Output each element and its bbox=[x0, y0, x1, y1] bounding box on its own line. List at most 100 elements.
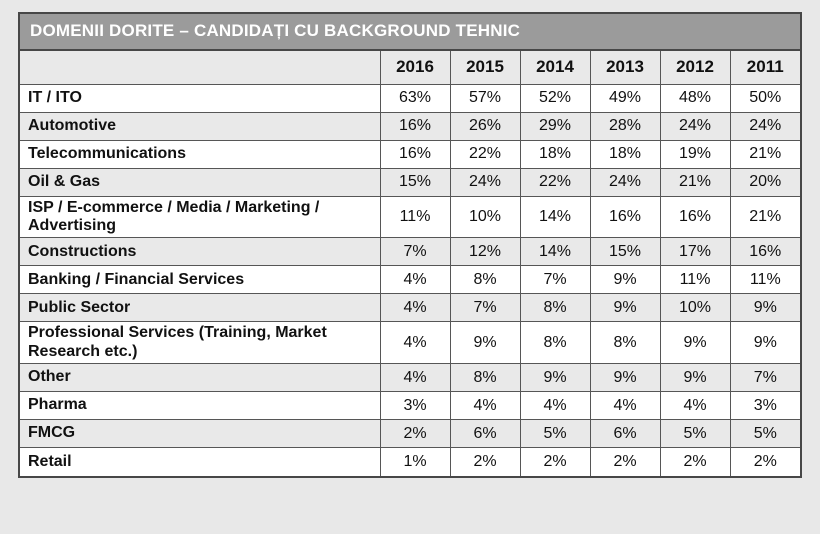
value-cell: 4% bbox=[519, 391, 591, 421]
row-label: Pharma bbox=[20, 391, 381, 421]
value-cell: 9% bbox=[729, 321, 800, 365]
value-cell: 9% bbox=[659, 363, 731, 393]
value-cell: 2% bbox=[659, 447, 731, 476]
candidates-domains-table: DOMENII DORITE – CANDIDAȚI CU BACKGROUND… bbox=[18, 12, 802, 478]
value-cell: 21% bbox=[729, 139, 800, 169]
value-cell: 16% bbox=[659, 195, 731, 239]
value-cell: 6% bbox=[589, 419, 661, 449]
value-cell: 9% bbox=[729, 293, 800, 323]
table-row: Retail 1% 2% 2% 2% 2% 2% bbox=[20, 447, 800, 476]
value-cell: 48% bbox=[659, 83, 731, 113]
row-label: FMCG bbox=[20, 419, 381, 449]
value-cell: 6% bbox=[449, 419, 521, 449]
row-label: Automotive bbox=[20, 111, 381, 141]
value-cell: 2% bbox=[449, 447, 521, 476]
value-cell: 15% bbox=[379, 167, 451, 197]
table-row: Other 4% 8% 9% 9% 9% 7% bbox=[20, 363, 800, 393]
value-cell: 4% bbox=[589, 391, 661, 421]
value-cell: 2% bbox=[519, 447, 591, 476]
value-cell: 16% bbox=[729, 237, 800, 267]
row-label: Oil & Gas bbox=[20, 167, 381, 197]
value-cell: 29% bbox=[519, 111, 591, 141]
value-cell: 16% bbox=[379, 111, 451, 141]
value-cell: 7% bbox=[449, 293, 521, 323]
year-header-2014: 2014 bbox=[519, 51, 591, 85]
row-label: Other bbox=[20, 363, 381, 393]
value-cell: 7% bbox=[379, 237, 451, 267]
row-label: ISP / E-commerce / Media / Marketing / A… bbox=[20, 195, 381, 239]
value-cell: 4% bbox=[379, 321, 451, 365]
value-cell: 8% bbox=[449, 265, 521, 295]
value-cell: 24% bbox=[729, 111, 800, 141]
row-label: Professional Services (Training, Market … bbox=[20, 321, 381, 365]
value-cell: 1% bbox=[379, 447, 451, 476]
value-cell: 8% bbox=[519, 293, 591, 323]
value-cell: 52% bbox=[519, 83, 591, 113]
row-label: IT / ITO bbox=[20, 83, 381, 113]
value-cell: 24% bbox=[589, 167, 661, 197]
header-row: 2016 2015 2014 2013 2012 2011 bbox=[20, 51, 800, 85]
value-cell: 5% bbox=[729, 419, 800, 449]
value-cell: 10% bbox=[659, 293, 731, 323]
value-cell: 5% bbox=[659, 419, 731, 449]
value-cell: 20% bbox=[729, 167, 800, 197]
value-cell: 9% bbox=[659, 321, 731, 365]
value-cell: 2% bbox=[379, 419, 451, 449]
value-cell: 12% bbox=[449, 237, 521, 267]
value-cell: 14% bbox=[519, 237, 591, 267]
value-cell: 18% bbox=[589, 139, 661, 169]
table-body: IT / ITO 63% 57% 52% 49% 48% 50% Automotive 16% 2… bbox=[20, 83, 800, 476]
row-label: Retail bbox=[20, 447, 381, 476]
value-cell: 4% bbox=[659, 391, 731, 421]
value-cell: 2% bbox=[589, 447, 661, 476]
table-row: ISP / E-commerce / Media / Marketing / A… bbox=[20, 195, 800, 239]
value-cell: 11% bbox=[659, 265, 731, 295]
data-table: 2016 2015 2014 2013 2012 2011 IT / ITO 63… bbox=[20, 51, 800, 476]
value-cell: 8% bbox=[519, 321, 591, 365]
year-header-2015: 2015 bbox=[449, 51, 521, 85]
value-cell: 21% bbox=[659, 167, 731, 197]
value-cell: 9% bbox=[589, 265, 661, 295]
value-cell: 63% bbox=[379, 83, 451, 113]
value-cell: 18% bbox=[519, 139, 591, 169]
table-row: Banking / Financial Services 4% 8% 7% 9% 11% 1… bbox=[20, 265, 800, 295]
value-cell: 26% bbox=[449, 111, 521, 141]
value-cell: 11% bbox=[379, 195, 451, 239]
value-cell: 11% bbox=[729, 265, 800, 295]
value-cell: 50% bbox=[729, 83, 800, 113]
value-cell: 16% bbox=[379, 139, 451, 169]
value-cell: 17% bbox=[659, 237, 731, 267]
table-row: IT / ITO 63% 57% 52% 49% 48% 50% bbox=[20, 83, 800, 113]
value-cell: 15% bbox=[589, 237, 661, 267]
value-cell: 3% bbox=[379, 391, 451, 421]
value-cell: 49% bbox=[589, 83, 661, 113]
value-cell: 21% bbox=[729, 195, 800, 239]
value-cell: 24% bbox=[449, 167, 521, 197]
table-row: Automotive 16% 26% 29% 28% 24% 24% bbox=[20, 111, 800, 141]
table-row: Telecommunications 16% 22% 18% 18% 19% 21% bbox=[20, 139, 800, 169]
value-cell: 10% bbox=[449, 195, 521, 239]
row-label: Constructions bbox=[20, 237, 381, 267]
value-cell: 57% bbox=[449, 83, 521, 113]
table-row: Constructions 7% 12% 14% 15% 17% 16% bbox=[20, 237, 800, 267]
value-cell: 5% bbox=[519, 419, 591, 449]
value-cell: 24% bbox=[659, 111, 731, 141]
table-row: Pharma 3% 4% 4% 4% 4% 3% bbox=[20, 391, 800, 421]
value-cell: 9% bbox=[589, 363, 661, 393]
value-cell: 4% bbox=[379, 363, 451, 393]
value-cell: 3% bbox=[729, 391, 800, 421]
year-header-2013: 2013 bbox=[589, 51, 661, 85]
value-cell: 22% bbox=[449, 139, 521, 169]
value-cell: 7% bbox=[729, 363, 800, 393]
table-row: FMCG 2% 6% 5% 6% 5% 5% bbox=[20, 419, 800, 449]
year-header-2011: 2011 bbox=[729, 51, 800, 85]
value-cell: 16% bbox=[589, 195, 661, 239]
value-cell: 8% bbox=[589, 321, 661, 365]
value-cell: 9% bbox=[519, 363, 591, 393]
row-label: Public Sector bbox=[20, 293, 381, 323]
value-cell: 22% bbox=[519, 167, 591, 197]
value-cell: 28% bbox=[589, 111, 661, 141]
value-cell: 9% bbox=[449, 321, 521, 365]
value-cell: 9% bbox=[589, 293, 661, 323]
